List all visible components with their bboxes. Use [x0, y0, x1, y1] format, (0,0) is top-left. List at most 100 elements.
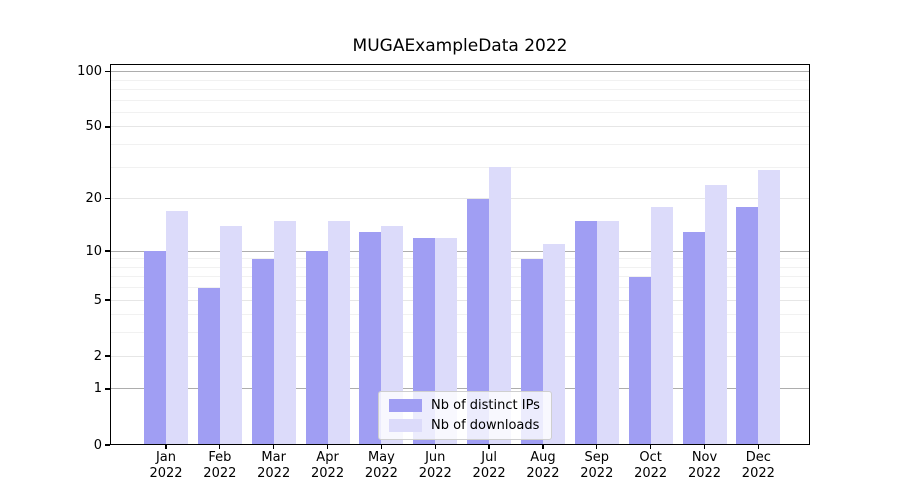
y-gridline-minor	[110, 88, 810, 90]
x-tick-mark	[326, 445, 329, 449]
x-tick-mark	[380, 445, 383, 449]
x-tick-year: 2022	[634, 466, 668, 481]
y-gridline	[110, 250, 810, 252]
y-gridline-minor	[110, 266, 810, 268]
x-tick-month: Dec	[745, 450, 771, 465]
y-gridline	[110, 126, 810, 128]
y-gridline-minor	[110, 287, 810, 289]
x-tick-mark	[650, 445, 652, 449]
y-tick-label: 1	[93, 381, 102, 397]
y-tick-label: 10	[85, 243, 102, 259]
bar-nb-of-distinct-ips	[305, 251, 328, 445]
x-tick-year: 2022	[149, 466, 183, 481]
y-tick-mark	[105, 126, 110, 128]
x-tick-label: Jun 2022	[405, 450, 465, 482]
x-tick-month: Aug	[530, 450, 556, 465]
bar-nb-of-distinct-ips	[736, 206, 759, 445]
y-tick-mark	[105, 355, 110, 357]
y-gridline	[110, 355, 810, 357]
y-gridline-minor	[110, 111, 810, 113]
x-tick-label: May 2022	[351, 450, 411, 482]
x-tick-label: Nov 2022	[675, 450, 735, 482]
bar-nb-of-distinct-ips	[467, 198, 490, 445]
x-tick-mark	[273, 445, 275, 449]
y-tick-mark	[105, 388, 110, 390]
x-tick-year: 2022	[311, 466, 345, 481]
bar-nb-of-distinct-ips	[682, 231, 705, 445]
x-tick-year: 2022	[687, 466, 722, 481]
x-tick-month: Sep	[584, 450, 610, 465]
y-gridline-minor	[110, 276, 810, 278]
x-tick-mark	[596, 445, 598, 449]
x-tick-label: Aug 2022	[513, 450, 573, 482]
x-tick-label: Feb 2022	[190, 450, 250, 482]
bar-nb-of-distinct-ips	[628, 276, 651, 445]
x-tick-month: Jan	[155, 450, 177, 465]
x-tick-month: Apr	[316, 450, 339, 465]
x-tick-mark	[542, 445, 544, 449]
bar-nb-of-downloads	[273, 220, 296, 445]
x-tick-month: Mar	[261, 450, 286, 465]
bar-nb-of-distinct-ips	[144, 251, 166, 445]
y-gridline-minor	[110, 99, 810, 101]
bar-nb-of-downloads	[596, 220, 619, 445]
x-tick-year: 2022	[741, 466, 775, 481]
bar-nb-of-downloads	[489, 167, 512, 445]
x-tick-year: 2022	[526, 466, 560, 481]
bar-nb-of-downloads	[219, 225, 242, 445]
chart-title: MUGAExampleData 2022	[352, 36, 568, 56]
y-tick-mark	[105, 250, 110, 252]
x-tick-year: 2022	[364, 466, 398, 481]
legend-label-downloads: Nb of downloads	[431, 418, 540, 433]
x-tick-year: 2022	[203, 466, 237, 481]
x-tick-mark	[703, 445, 706, 449]
y-tick-label: 20	[85, 191, 102, 207]
bar-nb-of-downloads	[704, 184, 727, 445]
bar-nb-of-downloads	[166, 211, 188, 445]
x-tick-month: May	[367, 450, 395, 465]
y-gridline	[110, 388, 810, 390]
y-tick-label: 2	[93, 348, 102, 364]
x-tick-label: Jan 2022	[136, 450, 196, 482]
x-tick-label: Oct 2022	[621, 450, 681, 482]
legend-swatch-distinct-ips	[389, 399, 422, 412]
y-tick-mark	[105, 444, 110, 446]
y-gridline-minor	[110, 79, 810, 81]
x-tick-year: 2022	[418, 466, 452, 481]
y-gridline	[110, 299, 810, 301]
y-gridline	[110, 198, 810, 200]
y-tick-mark	[105, 198, 110, 200]
y-tick-label: 0	[93, 437, 102, 453]
x-tick-label: Sep 2022	[567, 450, 627, 482]
legend-entry-distinct-ips: Nb of distinct IPs	[389, 398, 540, 413]
y-tick-label: 50	[85, 119, 102, 135]
bar-nb-of-downloads	[650, 206, 673, 445]
bar-nb-of-distinct-ips	[197, 287, 220, 445]
x-tick-year: 2022	[257, 466, 291, 481]
x-tick-mark	[488, 445, 490, 449]
bar-nb-of-distinct-ips	[574, 220, 597, 445]
y-gridline	[110, 71, 810, 73]
legend-swatch-downloads	[389, 419, 422, 432]
x-tick-month: Feb	[208, 450, 232, 465]
x-tick-mark	[219, 445, 221, 449]
bar-nb-of-distinct-ips	[359, 231, 382, 445]
x-tick-label: Jul 2022	[459, 450, 519, 482]
y-gridline-minor	[110, 332, 810, 334]
x-tick-month: Oct	[639, 450, 662, 465]
x-tick-month: Jun	[425, 450, 446, 465]
x-tick-mark	[757, 445, 759, 449]
y-gridline-minor	[110, 144, 810, 146]
x-tick-year: 2022	[580, 466, 614, 481]
x-tick-year: 2022	[472, 466, 506, 481]
y-gridline-minor	[110, 314, 810, 316]
x-tick-mark	[434, 445, 436, 449]
legend-entry-downloads: Nb of downloads	[389, 418, 540, 433]
legend: Nb of distinct IPs Nb of downloads	[378, 391, 552, 440]
y-tick-mark	[105, 70, 110, 73]
x-tick-label: Dec 2022	[728, 450, 788, 482]
x-tick-label: Apr 2022	[298, 450, 358, 482]
y-tick-label: 5	[93, 292, 102, 308]
plot-area	[110, 64, 810, 445]
